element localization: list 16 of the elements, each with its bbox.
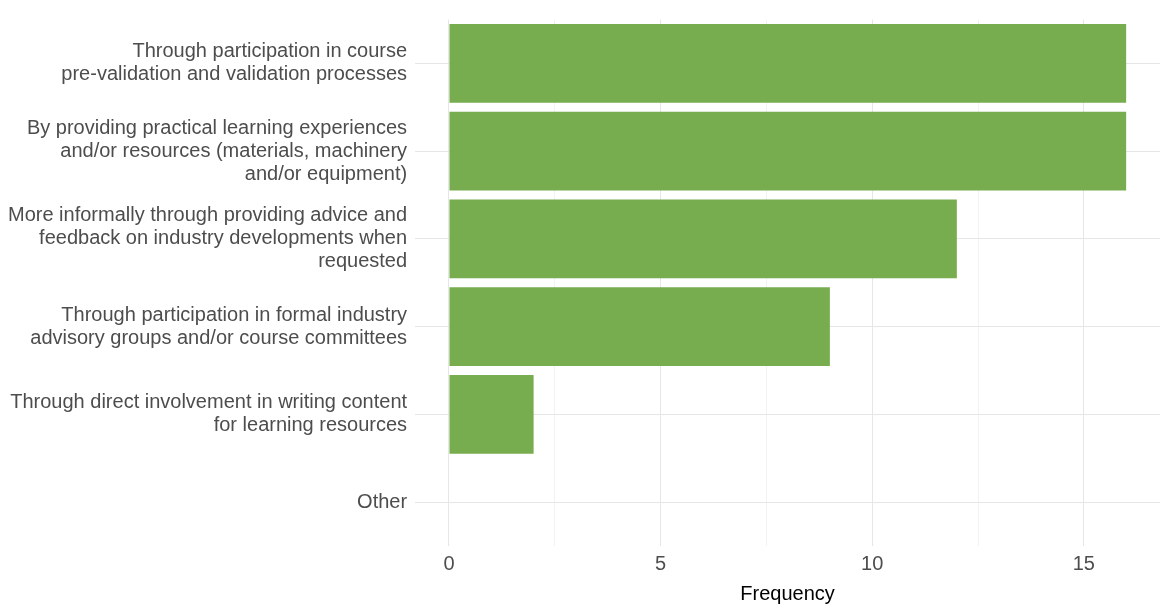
bar <box>449 374 534 454</box>
y-tick-label: More informally through providing advice and feedback on industry developments when requested <box>7 203 408 272</box>
x-tick-label: 5 <box>655 551 667 574</box>
x-tick-label: 10 <box>861 551 884 574</box>
bar <box>449 287 830 367</box>
x-tick-label: 0 <box>443 551 455 574</box>
bar <box>449 23 1127 103</box>
x-tick-label: 15 <box>1072 551 1095 574</box>
y-tick-label: By providing practical learning experiences and/or resources (materials, machinery and/or equipment) <box>26 115 408 184</box>
y-tick-label: Through participation in course pre-validation and validation processes <box>61 39 408 85</box>
bar <box>449 111 1127 191</box>
bar <box>449 199 957 279</box>
y-tick-label: Other <box>357 489 408 512</box>
y-tick-label: Through direct involvement in writing content for learning resources <box>10 390 408 436</box>
x-axis-title: Frequency <box>740 581 835 604</box>
y-tick-label: Through participation in formal industry advisory groups and/or course committees <box>30 302 408 348</box>
